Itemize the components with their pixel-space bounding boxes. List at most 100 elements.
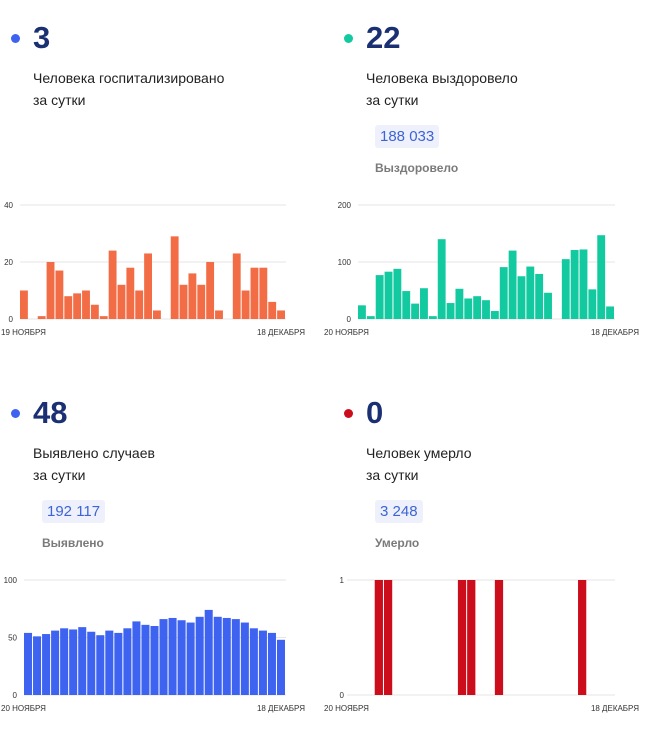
bar[interactable]: [123, 628, 132, 695]
bar[interactable]: [579, 249, 588, 319]
bar[interactable]: [437, 239, 446, 319]
bar[interactable]: [276, 639, 285, 695]
bar[interactable]: [420, 288, 428, 319]
bar[interactable]: [428, 316, 437, 319]
bar[interactable]: [494, 580, 504, 695]
bar[interactable]: [544, 292, 552, 319]
bar[interactable]: [374, 580, 383, 695]
bar[interactable]: [526, 266, 535, 319]
bar[interactable]: [87, 631, 96, 695]
bar[interactable]: [144, 253, 152, 319]
bar[interactable]: [60, 628, 69, 695]
bar[interactable]: [150, 626, 159, 695]
bar[interactable]: [126, 267, 135, 319]
bar[interactable]: [37, 316, 46, 319]
bar[interactable]: [141, 624, 150, 695]
bar[interactable]: [249, 628, 258, 695]
bar[interactable]: [231, 619, 240, 695]
bar[interactable]: [464, 298, 473, 319]
cases-desc-line2: за сутки: [33, 467, 86, 483]
bar[interactable]: [232, 253, 241, 319]
bar[interactable]: [117, 284, 126, 319]
bar[interactable]: [177, 620, 186, 695]
bar[interactable]: [358, 305, 366, 319]
bar[interactable]: [482, 300, 490, 319]
bar[interactable]: [114, 632, 123, 695]
bar[interactable]: [402, 291, 411, 319]
bar[interactable]: [24, 632, 33, 695]
bar[interactable]: [241, 290, 250, 320]
bar[interactable]: [375, 275, 384, 319]
bar[interactable]: [108, 250, 117, 319]
bar[interactable]: [508, 250, 517, 319]
bar[interactable]: [69, 629, 78, 695]
bar[interactable]: [383, 580, 393, 695]
bar[interactable]: [467, 580, 476, 695]
bar[interactable]: [46, 262, 55, 319]
bar[interactable]: [268, 301, 277, 319]
bar[interactable]: [20, 290, 28, 320]
bar[interactable]: [159, 619, 168, 695]
bar[interactable]: [51, 630, 60, 695]
bar[interactable]: [135, 290, 144, 320]
bar[interactable]: [267, 632, 276, 695]
bar[interactable]: [168, 617, 177, 695]
bar[interactable]: [578, 580, 587, 695]
bar[interactable]: [250, 267, 259, 319]
deaths-total: 3 248: [375, 500, 423, 523]
bar[interactable]: [570, 250, 579, 319]
bar[interactable]: [393, 268, 402, 319]
bar[interactable]: [195, 616, 204, 695]
bar[interactable]: [490, 311, 499, 319]
bar[interactable]: [597, 235, 606, 319]
bar[interactable]: [55, 270, 64, 319]
bar[interactable]: [90, 304, 99, 319]
bar[interactable]: [240, 622, 249, 695]
bar[interactable]: [206, 262, 215, 319]
bar[interactable]: [606, 306, 614, 319]
bar[interactable]: [78, 627, 87, 695]
bar[interactable]: [82, 290, 90, 320]
bar[interactable]: [73, 293, 82, 319]
bar[interactable]: [561, 259, 570, 319]
bar[interactable]: [132, 621, 141, 695]
bar[interactable]: [99, 316, 108, 319]
y-tick-label: 0: [13, 691, 18, 700]
bar[interactable]: [277, 310, 285, 319]
bar[interactable]: [186, 622, 195, 695]
bar[interactable]: [96, 635, 105, 695]
bar[interactable]: [258, 630, 267, 695]
bar[interactable]: [204, 609, 213, 695]
bar[interactable]: [366, 316, 375, 319]
cases-total-label: Выявлено: [42, 536, 104, 550]
bar[interactable]: [188, 273, 197, 319]
bar[interactable]: [499, 267, 508, 319]
bar[interactable]: [153, 310, 161, 319]
bar[interactable]: [33, 636, 42, 695]
x-start-label: 20 НОЯБРЯ: [1, 704, 46, 713]
bar[interactable]: [517, 276, 526, 319]
bar[interactable]: [457, 580, 467, 695]
recovered-desc-line1: Человека выздоровело: [366, 70, 518, 86]
bar[interactable]: [259, 267, 268, 319]
x-end-label: 18 ДЕКАБРЯ: [591, 704, 639, 713]
bar[interactable]: [411, 303, 420, 319]
bar[interactable]: [179, 284, 188, 319]
y-tick-label: 50: [8, 634, 17, 643]
bar[interactable]: [588, 289, 597, 319]
bar[interactable]: [215, 310, 223, 319]
bar[interactable]: [105, 630, 114, 695]
cases-chart: 0 50 100 20 НОЯБРЯ 18 ДЕКАБРЯ: [1, 576, 305, 713]
bar[interactable]: [384, 271, 393, 319]
bar[interactable]: [535, 273, 544, 319]
bar[interactable]: [213, 616, 222, 695]
bar[interactable]: [170, 236, 179, 319]
bar[interactable]: [64, 296, 73, 319]
bar[interactable]: [473, 296, 482, 319]
bar[interactable]: [197, 284, 206, 319]
x-start-label: 20 НОЯБРЯ: [324, 328, 369, 337]
bar[interactable]: [455, 288, 464, 319]
bar[interactable]: [446, 303, 455, 319]
bar[interactable]: [222, 617, 231, 695]
bar[interactable]: [42, 634, 51, 695]
